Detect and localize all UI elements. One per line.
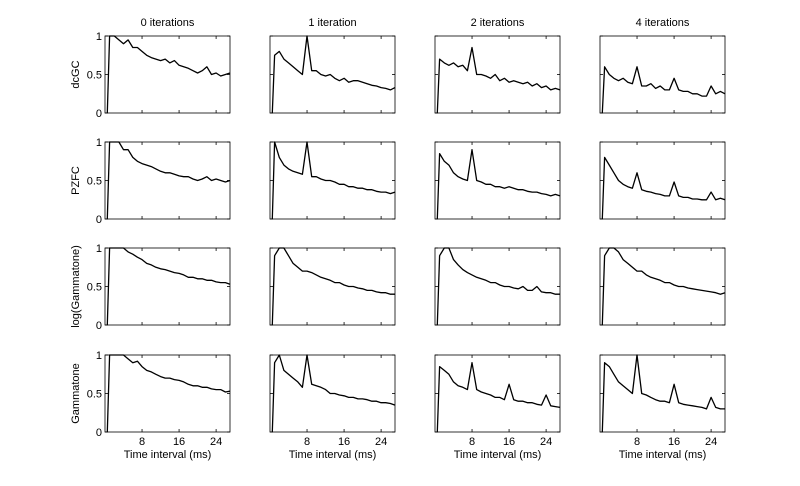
axes-box (269, 141, 396, 220)
x-tick-label: 8 (304, 436, 310, 448)
panel: 00.51 (87, 243, 231, 332)
panel: 00.51 (87, 137, 231, 226)
panel (269, 247, 396, 326)
y-tick-label: 0.5 (87, 176, 102, 188)
series-line (436, 362, 561, 433)
axes-box (599, 247, 726, 326)
x-tick-label: 8 (634, 436, 640, 448)
column-title: 0 iterations (141, 17, 195, 29)
panel (599, 247, 726, 326)
axes-box (269, 247, 396, 326)
series-line (106, 35, 231, 114)
column-title: 1 iteration (308, 17, 356, 29)
column-title: 4 iterations (636, 17, 690, 29)
x-axis-label: Time interval (ms) (289, 449, 377, 461)
axes-box (104, 354, 231, 433)
series-line (271, 354, 396, 433)
y-tick-label: 1 (96, 137, 102, 149)
panel (434, 35, 561, 114)
x-axis-label: Time interval (ms) (454, 449, 542, 461)
series-line (601, 156, 726, 220)
axes-box (599, 35, 726, 114)
panel (434, 247, 561, 326)
series-line (271, 247, 395, 326)
series-line (106, 141, 231, 220)
column-title: 2 iterations (471, 17, 525, 29)
series-line (436, 46, 561, 114)
x-tick-label: 24 (210, 436, 222, 448)
y-tick-label: 0.5 (87, 70, 102, 82)
series-line (436, 247, 560, 326)
series-line (601, 354, 725, 433)
series-line (436, 149, 561, 220)
panel (434, 141, 561, 220)
x-axis-label: Time interval (ms) (619, 449, 707, 461)
y-tick-label: 1 (96, 350, 102, 362)
x-axis-label: Time interval (ms) (124, 449, 212, 461)
x-tick-label: 8 (139, 436, 145, 448)
x-tick-label: 16 (668, 436, 680, 448)
axes-box (104, 247, 231, 326)
row-label: Gammatone (70, 363, 82, 424)
panel (599, 141, 726, 220)
series-line (601, 247, 726, 326)
y-tick-label: 0 (96, 427, 102, 439)
series-line (601, 66, 726, 114)
row-label: PZFC (70, 166, 82, 195)
panel (599, 35, 726, 114)
x-tick-label: 24 (705, 436, 717, 448)
y-tick-label: 0.5 (87, 389, 102, 401)
series-line (106, 354, 231, 433)
axes-box (434, 354, 561, 433)
axes-box (599, 354, 726, 433)
panel (269, 35, 396, 114)
series-line (271, 141, 396, 220)
panel: 00.51 (87, 31, 231, 120)
y-tick-label: 0 (96, 108, 102, 120)
axes-box (269, 35, 396, 114)
x-tick-label: 16 (338, 436, 350, 448)
x-tick-label: 16 (173, 436, 185, 448)
axes-box (434, 35, 561, 114)
row-label: log(Gammatone) (70, 245, 82, 328)
x-tick-label: 24 (375, 436, 387, 448)
panel (269, 141, 396, 220)
x-tick-label: 16 (503, 436, 515, 448)
y-tick-label: 1 (96, 31, 102, 43)
row-label: dcGC (70, 60, 82, 88)
series-line (271, 35, 396, 114)
y-tick-label: 0.5 (87, 282, 102, 294)
axes-box (434, 141, 561, 220)
x-tick-label: 24 (540, 436, 552, 448)
y-tick-label: 1 (96, 243, 102, 255)
series-line (106, 247, 231, 326)
panel: 8 16 24 0 0.5 1 Time interval (ms) (87, 350, 231, 461)
y-tick-label: 0 (96, 320, 102, 332)
y-tick-label: 0 (96, 214, 102, 226)
x-tick-label: 8 (469, 436, 475, 448)
